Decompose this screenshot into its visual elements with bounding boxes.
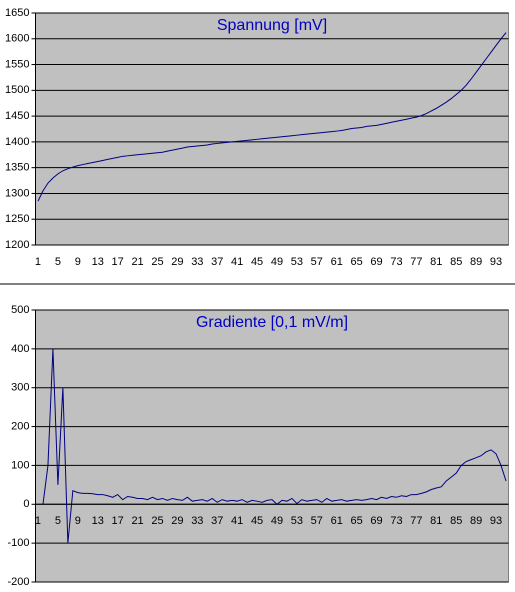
x-tick-label: 17 [112, 256, 124, 268]
y-tick-label: 1600 [5, 33, 29, 45]
chart-title: Spannung [mV] [217, 17, 327, 34]
x-tick-label: 69 [370, 256, 382, 268]
x-tick-label: 65 [351, 515, 363, 527]
x-tick-label: 61 [331, 256, 343, 268]
y-tick-label: 1550 [5, 58, 29, 70]
x-tick-label: 73 [390, 256, 402, 268]
x-tick-label: 41 [231, 256, 243, 268]
x-tick-label: 53 [291, 256, 303, 268]
plot-area [35, 12, 509, 246]
x-tick-label: 65 [351, 256, 363, 268]
x-tick-label: 53 [291, 515, 303, 527]
x-tick-label: 81 [430, 256, 442, 268]
x-tick-label: 9 [75, 515, 81, 527]
x-tick-label: 85 [450, 256, 462, 268]
plot-area [35, 309, 509, 583]
y-tick-label: 500 [11, 304, 29, 316]
x-tick-label: 69 [370, 515, 382, 527]
y-tick-label: 400 [11, 343, 29, 355]
x-tick-label: 85 [450, 515, 462, 527]
x-tick-label: 93 [490, 515, 502, 527]
x-tick-label: 1 [35, 256, 41, 268]
x-tick-label: 13 [92, 256, 104, 268]
x-tick-label: 45 [251, 515, 263, 527]
y-tick-label: 1350 [5, 162, 29, 174]
chart-title: Gradiente [0,1 mV/m] [196, 314, 348, 331]
x-tick-label: 73 [390, 515, 402, 527]
y-tick-label: -200 [7, 576, 29, 588]
x-tick-label: 37 [211, 256, 223, 268]
x-tick-label: 77 [410, 256, 422, 268]
x-tick-label: 33 [191, 256, 203, 268]
y-tick-label: 1400 [5, 136, 29, 148]
x-tick-label: 13 [92, 515, 104, 527]
x-tick-label: 93 [490, 256, 502, 268]
y-tick-label: 0 [23, 498, 29, 510]
y-tick-label: 1300 [5, 187, 29, 199]
x-tick-label: 9 [75, 256, 81, 268]
data-line [42, 348, 507, 544]
y-tick-label: 100 [11, 459, 29, 471]
x-tick-label: 21 [131, 256, 143, 268]
x-tick-label: 41 [231, 515, 243, 527]
y-tick-label: 200 [11, 420, 29, 432]
x-tick-label: 29 [171, 256, 183, 268]
x-tick-label: 57 [311, 515, 323, 527]
y-tick-label: 1200 [5, 239, 29, 251]
y-tick-label: 1650 [5, 7, 29, 19]
x-tick-label: 77 [410, 515, 422, 527]
x-tick-label: 37 [211, 515, 223, 527]
y-tick-label: 1250 [5, 213, 29, 225]
x-tick-label: 5 [55, 256, 61, 268]
x-tick-label: 33 [191, 515, 203, 527]
y-tick-label: 1500 [5, 84, 29, 96]
y-tick-label: -100 [7, 537, 29, 549]
x-tick-label: 89 [470, 515, 482, 527]
y-tick-label: 300 [11, 382, 29, 394]
x-tick-label: 89 [470, 256, 482, 268]
x-tick-label: 17 [112, 515, 124, 527]
x-tick-label: 49 [271, 256, 283, 268]
x-tick-label: 29 [171, 515, 183, 527]
data-line [37, 32, 507, 202]
x-tick-label: 81 [430, 515, 442, 527]
x-tick-label: 21 [131, 515, 143, 527]
x-tick-label: 57 [311, 256, 323, 268]
x-tick-label: 25 [151, 256, 163, 268]
x-tick-label: 5 [55, 515, 61, 527]
x-tick-label: 25 [151, 515, 163, 527]
x-tick-label: 45 [251, 256, 263, 268]
x-tick-label: 1 [35, 515, 41, 527]
y-tick-label: 1450 [5, 110, 29, 122]
x-tick-label: 61 [331, 515, 343, 527]
x-tick-label: 49 [271, 515, 283, 527]
